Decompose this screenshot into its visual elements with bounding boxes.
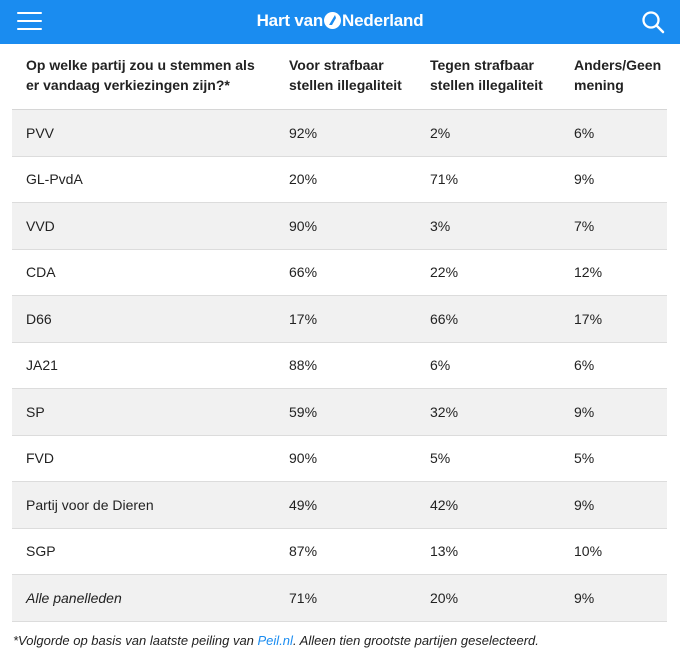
cell-tegen: 3% [416,202,560,250]
footnote-text-after: . Alleen tien grootste partijen geselect… [292,633,539,648]
cell-voor: 71% [275,574,416,622]
cell-party: FVD [12,435,275,482]
cell-tegen: 71% [416,156,560,203]
table-row: JA21 88% 6% 6% [12,342,667,389]
column-header-voor: Voor strafbaar stellen illegaliteit [275,44,416,110]
cell-tegen: 22% [416,249,560,296]
cell-party: SGP [12,528,275,575]
cell-anders: 9% [560,574,667,622]
cell-anders: 17% [560,295,667,343]
cell-anders: 9% [560,388,667,436]
table-row: CDA 66% 22% 12% [12,249,667,296]
cell-voor: 88% [275,342,416,389]
table-row-total: Alle panelleden 71% 20% 9% [12,574,667,622]
cell-party: JA21 [12,342,275,389]
cell-tegen: 32% [416,388,560,436]
footnote-text-before: *Volgorde op basis van laatste peiling v… [13,633,258,648]
table-row: SGP 87% 13% 10% [12,528,667,575]
column-header-party: Op welke partij zou u stemmen als er van… [12,44,275,110]
cell-anders: 12% [560,249,667,296]
cell-anders: 6% [560,109,667,157]
peil-link[interactable]: Peil.nl [257,633,293,648]
table-row: FVD 90% 5% 5% [12,435,667,482]
cell-voor: 17% [275,295,416,343]
top-bar: Hart van Nederland [0,0,680,44]
cell-party: Partij voor de Dieren [12,481,275,529]
table-row: SP 59% 32% 9% [12,388,667,436]
logo-text-left: Hart van [256,11,324,30]
table-row: VVD 90% 3% 7% [12,202,667,250]
cell-tegen: 5% [416,435,560,482]
cell-anders: 7% [560,202,667,250]
cell-party: D66 [12,295,275,343]
cell-voor: 92% [275,109,416,157]
cell-voor: 90% [275,202,416,250]
cell-party: Alle panelleden [12,574,275,622]
cell-party: PVV [12,109,275,157]
column-header-anders: Anders/Geen mening [560,44,667,110]
table-header-row: Op welke partij zou u stemmen als er van… [12,44,667,110]
cell-tegen: 6% [416,342,560,389]
search-icon[interactable] [641,10,665,34]
cell-party: CDA [12,249,275,296]
cell-tegen: 42% [416,481,560,529]
table-row: PVV 92% 2% 6% [12,109,667,157]
table-row: Partij voor de Dieren 49% 42% 9% [12,481,667,529]
logo-text-right: Nederland [342,11,424,30]
cell-voor: 87% [275,528,416,575]
cell-voor: 90% [275,435,416,482]
poll-table: Op welke partij zou u stemmen als er van… [12,44,667,622]
cell-anders: 10% [560,528,667,575]
table-row: D66 17% 66% 17% [12,295,667,343]
cell-voor: 59% [275,388,416,436]
cell-tegen: 13% [416,528,560,575]
table-row: GL-PvdA 20% 71% 9% [12,156,667,203]
hamburger-menu-icon[interactable] [17,11,42,31]
cell-tegen: 2% [416,109,560,157]
cell-tegen: 66% [416,295,560,343]
column-header-tegen: Tegen strafbaar stellen illegaliteit [416,44,560,110]
site-logo[interactable]: Hart van Nederland [0,11,680,31]
cell-voor: 49% [275,481,416,529]
cell-voor: 20% [275,156,416,203]
cell-tegen: 20% [416,574,560,622]
cell-party: GL-PvdA [12,156,275,203]
cell-party: VVD [12,202,275,250]
cell-anders: 5% [560,435,667,482]
cell-anders: 9% [560,156,667,203]
cell-voor: 66% [275,249,416,296]
cell-party: SP [12,388,275,436]
cell-anders: 9% [560,481,667,529]
cell-anders: 6% [560,342,667,389]
logo-heart-icon [324,12,342,29]
footnote: *Volgorde op basis van laatste peiling v… [13,633,539,648]
